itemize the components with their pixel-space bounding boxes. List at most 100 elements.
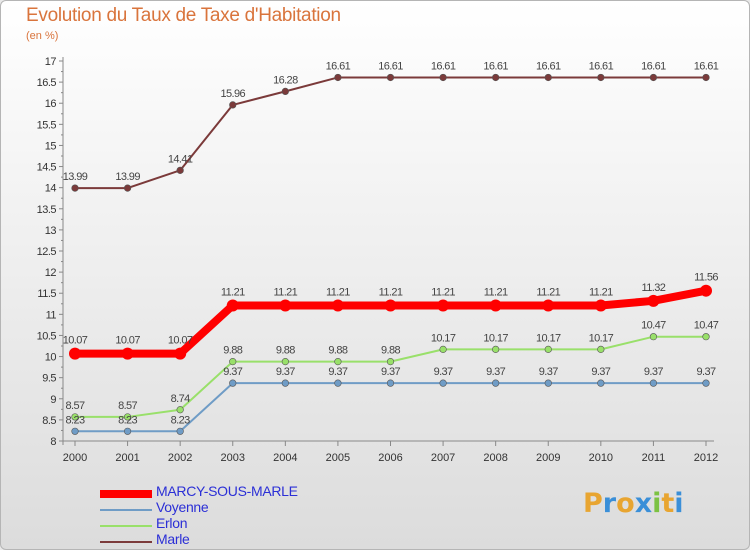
data-label: 16.61 — [641, 60, 666, 72]
chart-title: Evolution du Taux de Taxe d'Habitation — [26, 5, 341, 26]
data-point — [542, 299, 555, 312]
data-point — [597, 379, 605, 387]
data-point — [176, 427, 184, 435]
data-label: 11.21 — [484, 286, 508, 298]
data-point — [594, 299, 607, 312]
data-label: 10.07 — [63, 335, 88, 347]
x-tick-label: 2011 — [642, 452, 666, 464]
data-point — [331, 299, 344, 312]
data-label: 8.57 — [118, 400, 137, 412]
data-label: 9.37 — [276, 366, 295, 378]
data-label: 16.61 — [483, 60, 508, 72]
logo-letter: o — [616, 488, 635, 519]
legend-swatch-marle — [100, 541, 152, 543]
y-tick-label: 8 — [50, 436, 56, 448]
legend-swatch-erlon — [100, 525, 152, 527]
data-label: 9.37 — [486, 366, 505, 378]
data-label: 11.32 — [642, 282, 666, 294]
proxiti-logo: Proxiti — [583, 488, 684, 519]
data-point — [544, 73, 552, 82]
x-tick-label: 2008 — [483, 452, 507, 464]
data-point — [279, 299, 292, 312]
data-label: 11.56 — [694, 272, 718, 284]
data-point — [386, 379, 395, 387]
data-point — [702, 333, 710, 341]
data-label: 10.17 — [431, 332, 456, 344]
data-label: 11.21 — [221, 286, 245, 298]
data-point — [437, 299, 450, 312]
data-point — [597, 73, 605, 82]
data-label: 8.23 — [171, 414, 190, 426]
data-point — [384, 299, 397, 312]
y-tick-label: 16.5 — [37, 77, 57, 89]
x-tick-label: 2000 — [63, 452, 87, 464]
data-label: 9.37 — [434, 366, 453, 378]
data-point — [229, 358, 237, 366]
data-point — [492, 73, 500, 82]
logo-letter: t — [661, 488, 675, 519]
y-tick-label: 15.5 — [37, 119, 57, 131]
x-tick-label: 2010 — [589, 452, 613, 464]
data-point — [121, 347, 134, 360]
data-label: 9.37 — [591, 366, 610, 378]
data-label: 9.37 — [328, 366, 347, 378]
data-point — [123, 184, 132, 192]
data-label: 16.61 — [326, 60, 351, 72]
y-tick-label: 13 — [45, 225, 57, 237]
data-point — [647, 294, 660, 307]
data-label: 8.74 — [171, 393, 190, 405]
data-label: 9.88 — [328, 345, 347, 357]
data-point — [281, 379, 289, 387]
data-point — [229, 101, 237, 109]
data-label: 9.37 — [644, 366, 663, 378]
x-tick-label: 2007 — [431, 452, 455, 464]
y-tick-label: 17 — [45, 56, 57, 68]
data-point — [334, 379, 342, 387]
data-label: 9.37 — [539, 366, 558, 378]
data-label: 10.47 — [641, 320, 666, 332]
y-tick-label: 14 — [45, 183, 57, 195]
data-label: 9.88 — [276, 345, 295, 357]
data-label: 8.57 — [65, 400, 84, 412]
x-tick-label: 2003 — [221, 452, 245, 464]
data-label: 13.99 — [115, 171, 140, 183]
x-tick-label: 2005 — [326, 452, 350, 464]
data-label: 16.61 — [694, 60, 719, 72]
data-label: 16.28 — [273, 74, 298, 86]
y-tick-label: 15 — [45, 140, 57, 152]
data-label: 11.21 — [379, 286, 403, 298]
data-point — [123, 413, 132, 421]
legend-swatch-voyenne — [100, 509, 152, 511]
data-point — [700, 284, 712, 297]
x-tick-label: 2002 — [168, 452, 192, 464]
data-point — [71, 427, 79, 435]
data-label: 9.88 — [223, 345, 242, 357]
data-label: 10.07 — [168, 335, 193, 347]
y-tick-label: 9 — [50, 394, 56, 406]
x-tick-label: 2001 — [115, 452, 139, 464]
data-label: 13.99 — [63, 171, 88, 183]
data-label: 10.17 — [589, 332, 614, 344]
data-point — [597, 345, 605, 353]
legend-label-erlon: Erlon — [156, 515, 188, 531]
data-point — [123, 427, 132, 435]
data-label: 9.37 — [223, 366, 242, 378]
data-label: 8.23 — [118, 414, 137, 426]
data-point — [492, 345, 500, 353]
data-point — [649, 379, 658, 387]
y-tick-label: 11.5 — [37, 288, 56, 300]
data-point — [334, 358, 342, 366]
y-tick-label: 16 — [45, 98, 57, 110]
data-point — [176, 406, 184, 414]
logo-letter: i — [652, 488, 662, 519]
y-tick-label: 8.5 — [42, 415, 56, 427]
data-point — [281, 87, 289, 95]
legend-swatch-marcy — [100, 490, 152, 498]
data-label: 11.21 — [273, 286, 297, 298]
y-tick-label: 14.5 — [37, 162, 57, 174]
chart-subtitle: (en %) — [26, 30, 59, 42]
data-label: 16.61 — [431, 60, 456, 72]
data-point — [702, 379, 710, 387]
